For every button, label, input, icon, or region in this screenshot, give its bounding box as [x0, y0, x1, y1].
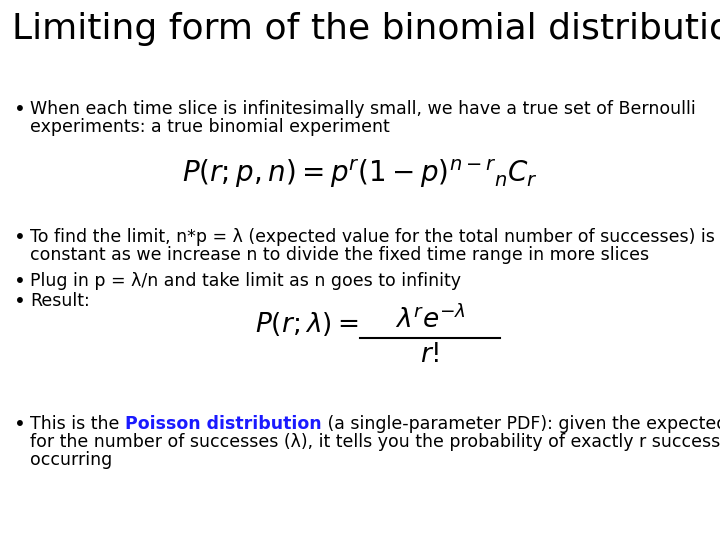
Text: $\lambda^r e^{-\lambda}$: $\lambda^r e^{-\lambda}$	[395, 305, 466, 334]
Text: Poisson distribution: Poisson distribution	[125, 415, 322, 433]
Text: $P(r;\lambda)=$: $P(r;\lambda)=$	[255, 310, 359, 338]
Text: Limiting form of the binomial distribution: Limiting form of the binomial distributi…	[12, 12, 720, 46]
Text: When each time slice is infinitesimally small, we have a true set of Bernoulli: When each time slice is infinitesimally …	[30, 100, 696, 118]
Text: $r!$: $r!$	[420, 342, 440, 367]
Text: for the number of successes (λ), it tells you the probability of exactly r succe: for the number of successes (λ), it tell…	[30, 433, 720, 451]
Text: To find the limit, n*p = λ (expected value for the total number of successes) is: To find the limit, n*p = λ (expected val…	[30, 228, 720, 246]
Text: •: •	[14, 228, 26, 247]
Text: •: •	[14, 292, 26, 311]
Text: $P(r;p,n)=p^{r}(1-p)^{n-r}{}_{n}C_{r}$: $P(r;p,n)=p^{r}(1-p)^{n-r}{}_{n}C_{r}$	[182, 158, 538, 191]
Text: •: •	[14, 100, 26, 119]
Text: This is the: This is the	[30, 415, 125, 433]
Text: occurring: occurring	[30, 451, 112, 469]
Text: constant as we increase n to divide the fixed time range in more slices: constant as we increase n to divide the …	[30, 246, 649, 264]
Text: •: •	[14, 415, 26, 434]
Text: experiments: a true binomial experiment: experiments: a true binomial experiment	[30, 118, 390, 136]
Text: (a single-parameter PDF): given the expected value: (a single-parameter PDF): given the expe…	[322, 415, 720, 433]
Text: Result:: Result:	[30, 292, 90, 310]
Text: •: •	[14, 272, 26, 291]
Text: Plug in p = λ/n and take limit as n goes to infinity: Plug in p = λ/n and take limit as n goes…	[30, 272, 461, 290]
